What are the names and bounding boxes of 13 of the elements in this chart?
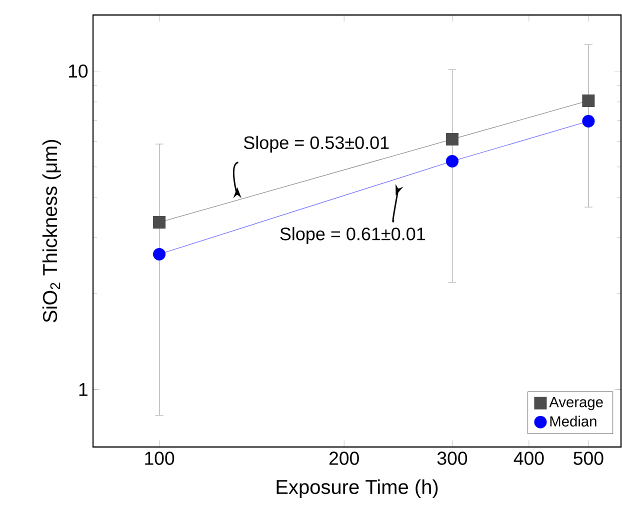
x-tick-label: 100 xyxy=(145,452,174,465)
legend-label: Average xyxy=(549,397,603,410)
y-tick-label: 1 xyxy=(79,383,88,396)
x-tick-label: 500 xyxy=(574,452,604,465)
x-tick-label: 300 xyxy=(437,452,468,465)
annotation: Slope = 0.61±0.01 xyxy=(280,227,426,244)
y-tick-label: 10 xyxy=(68,64,88,78)
y-axis-title: SiO$_{2}$ Thickness (μm) xyxy=(42,140,62,322)
legend-label: Median xyxy=(550,416,596,427)
x-tick-label: 400 xyxy=(514,452,544,465)
annotation: Slope = 0.53±0.01 xyxy=(244,136,389,153)
x-axis-title: Exposure Time (h) xyxy=(276,479,438,498)
x-tick-label: 200 xyxy=(329,452,359,465)
